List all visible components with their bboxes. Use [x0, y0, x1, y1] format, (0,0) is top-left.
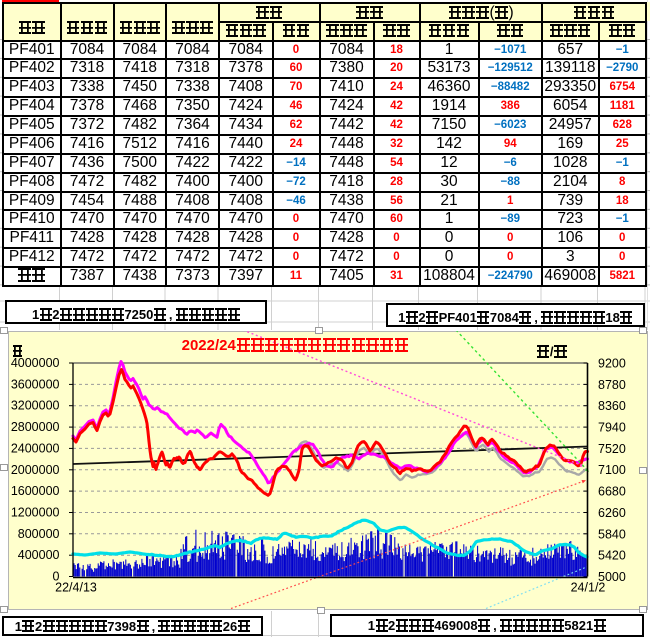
svg-text:2800000: 2800000	[11, 420, 60, 434]
svg-text:24/1/2: 24/1/2	[571, 581, 606, 595]
svg-text:6260: 6260	[598, 506, 626, 520]
svg-text:2000000: 2000000	[11, 463, 60, 477]
svg-text:8360: 8360	[598, 399, 626, 413]
svg-text:7940: 7940	[598, 421, 626, 435]
svg-text:9200: 9200	[598, 357, 626, 371]
svg-text:6680: 6680	[598, 485, 626, 499]
svg-text:3600000: 3600000	[11, 377, 60, 391]
svg-text:4000000: 4000000	[11, 356, 60, 370]
svg-text:1200000: 1200000	[11, 506, 60, 520]
svg-text:2400000: 2400000	[11, 441, 60, 455]
svg-text:1600000: 1600000	[11, 484, 60, 498]
svg-text:400000: 400000	[18, 548, 60, 562]
svg-text:5840: 5840	[598, 527, 626, 541]
svg-text:7520: 7520	[598, 442, 626, 456]
svg-text:5000: 5000	[598, 570, 626, 584]
svg-text:5420: 5420	[598, 549, 626, 563]
svg-text:7100: 7100	[598, 463, 626, 477]
svg-text:22/4/13: 22/4/13	[55, 581, 97, 595]
svg-text:3200000: 3200000	[11, 399, 60, 413]
svg-text:800000: 800000	[18, 527, 60, 541]
svg-text:0: 0	[53, 570, 60, 584]
svg-text:8780: 8780	[598, 378, 626, 392]
